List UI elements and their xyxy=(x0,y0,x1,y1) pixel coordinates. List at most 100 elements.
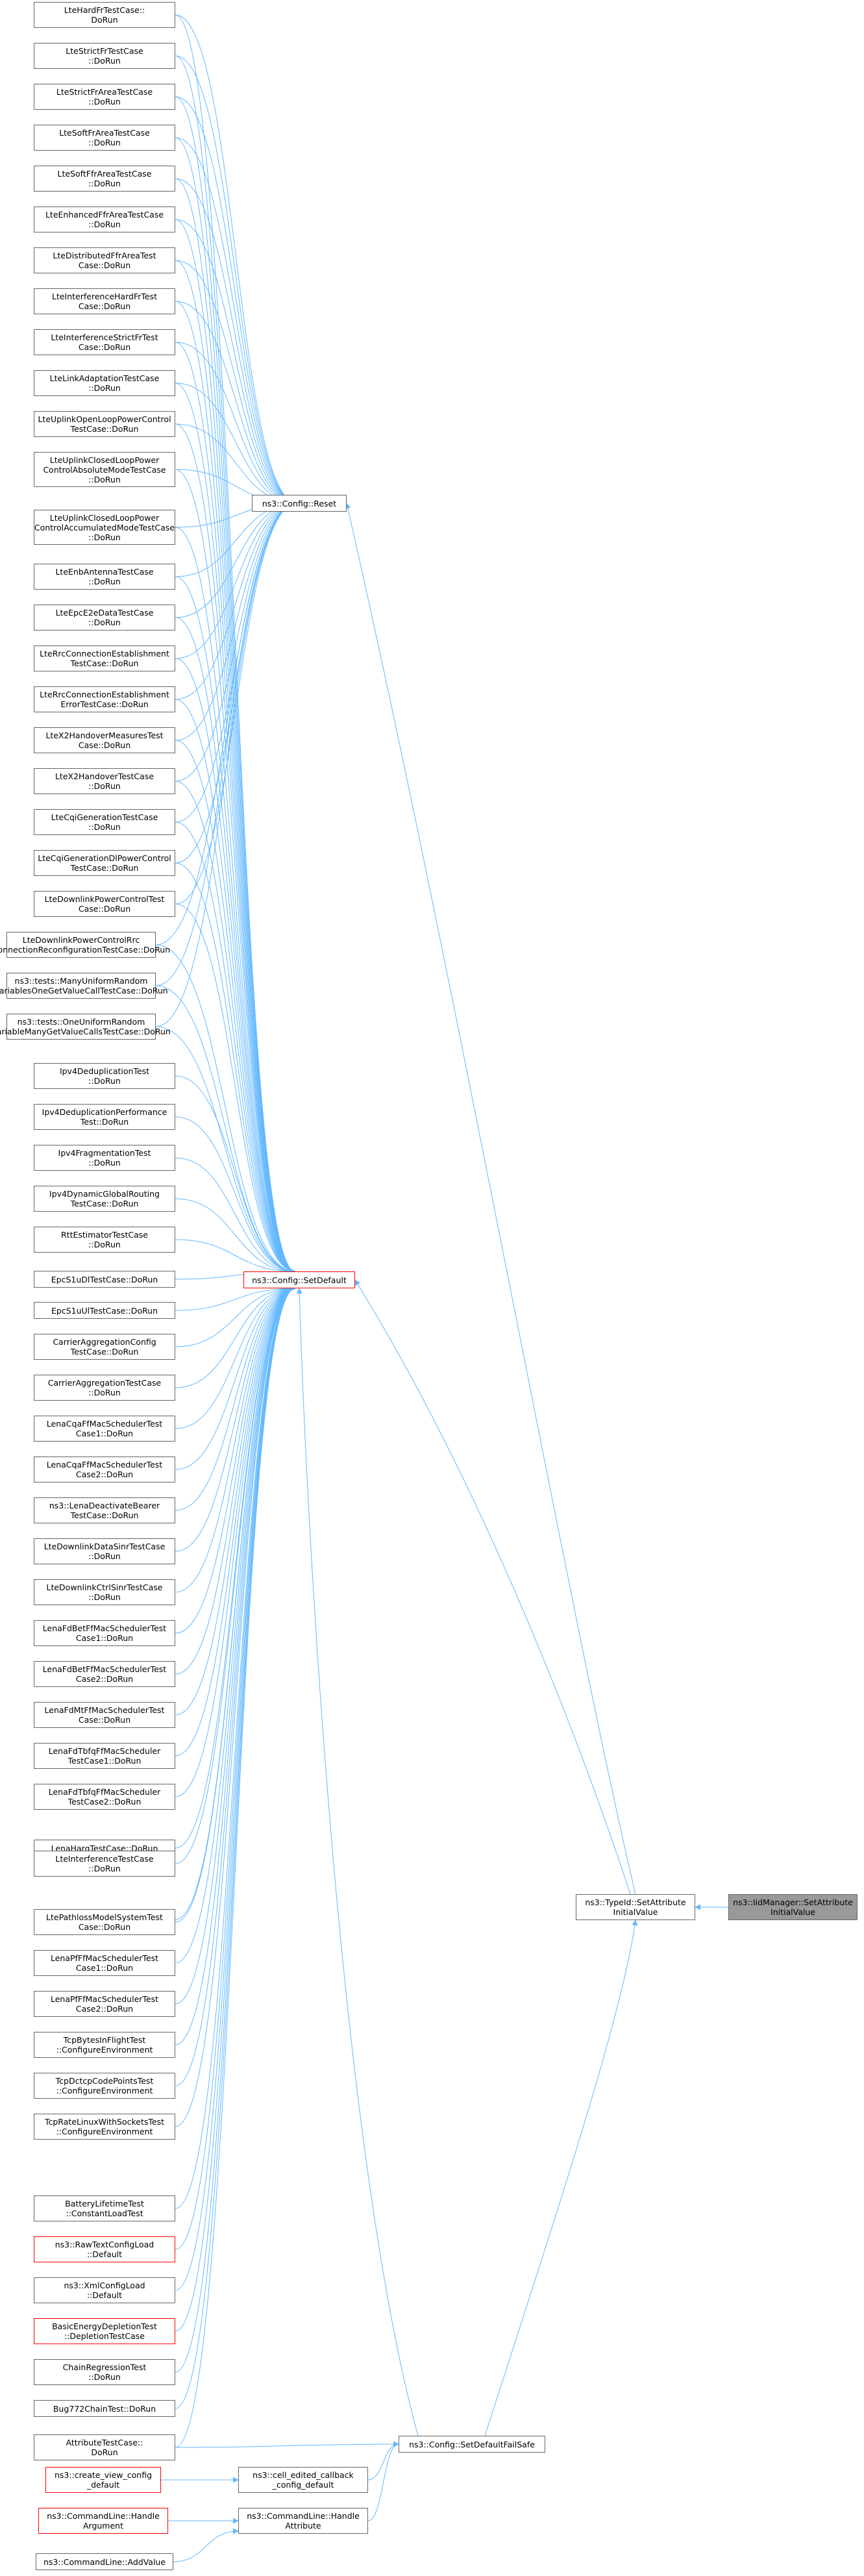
graph-node-s28[interactable]: TcpRateLinuxWithSocketsTest::ConfigureEn… xyxy=(34,2114,175,2140)
graph-node-s13[interactable]: LteDownlinkDataSinrTestCase::DoRun xyxy=(34,1538,175,1564)
graph-node-s34[interactable]: Bug772ChainTest::DoRun xyxy=(34,2400,175,2417)
graph-node-s3[interactable]: Ipv4FragmentationTest::DoRun xyxy=(34,1145,175,1171)
graph-node-label: ns3::cell_edited_callback xyxy=(253,2470,354,2480)
graph-node-r13[interactable]: LteUplinkClosedLoopPower ControlAccumulat… xyxy=(34,510,175,545)
graph-node-s1[interactable]: Ipv4DeduplicationTest::DoRun xyxy=(34,1063,175,1089)
graph-node-s21[interactable]: LteInterferenceTestCase::DoRun xyxy=(34,1851,175,1877)
graph-node-label: LteX2HandoverMeasuresTest xyxy=(45,731,164,740)
graph-node-clhandlearg[interactable]: ns3::CommandLine::Handle Argument xyxy=(38,2508,168,2534)
graph-node-r2[interactable]: LteStrictFrTestCase::DoRun xyxy=(34,43,175,69)
graph-node-r9[interactable]: LteInterferenceStrictFrTest Case::DoRun xyxy=(34,329,175,355)
graph-node-s15[interactable]: LenaFdBetFfMacSchedulerTest Case1::DoRun xyxy=(34,1620,175,1646)
graph-node-r11[interactable]: LteUplinkOpenLoopPowerControl TestCase::D… xyxy=(34,411,175,437)
graph-node-r20[interactable]: LteCqiGenerationTestCase::DoRun xyxy=(34,809,175,835)
graph-node-label: LenaPfFfMacSchedulerTest xyxy=(50,1953,159,1963)
graph-node-r22[interactable]: LteDownlinkPowerControlTest Case::DoRun xyxy=(34,891,175,917)
edge-s31-to-setdefault xyxy=(175,1285,296,2291)
graph-node-r3[interactable]: LteStrictFrAreaTestCase::DoRun xyxy=(34,84,175,110)
graph-node-s14[interactable]: LteDownlinkCtrlSinrTestCase::DoRun xyxy=(34,1579,175,1605)
graph-node-s17[interactable]: LenaFdMtFfMacSchedulerTest Case::DoRun xyxy=(34,1702,175,1728)
graph-node-label: TcpDctcpCodePointsTest xyxy=(55,2076,154,2086)
graph-node-s27[interactable]: TcpDctcpCodePointsTest::ConfigureEnviron… xyxy=(34,2073,175,2099)
graph-node-clhandleattr[interactable]: ns3::CommandLine::Handle Attribute xyxy=(238,2508,368,2534)
graph-node-s30[interactable]: ns3::RawTextConfigLoad::Default xyxy=(34,2236,175,2262)
graph-node-r25[interactable]: ns3::tests::OneUniformRandom VariableMany… xyxy=(0,1014,171,1040)
graph-node-setdefault[interactable]: ns3::Config::SetDefault xyxy=(243,1271,355,1288)
graph-node-claddvalue[interactable]: ns3::CommandLine::AddValue xyxy=(36,2553,173,2570)
graph-node-iidmanager: ns3::IidManager::SetAttribute InitialValu… xyxy=(728,1894,858,1920)
graph-node-label: ConnectionReconfigurationTestCase::DoRun xyxy=(0,945,171,955)
graph-node-s4[interactable]: Ipv4DynamicGlobalRouting TestCase::DoRun xyxy=(34,1186,175,1212)
graph-node-s8[interactable]: CarrierAggregationConfig TestCase::DoRun xyxy=(34,1334,175,1360)
edge-typeid-to-setdefault xyxy=(354,1279,631,1895)
graph-node-s2[interactable]: Ipv4DeduplicationPerformance Test::DoRun xyxy=(34,1104,175,1130)
graph-node-r19[interactable]: LteX2HandoverTestCase::DoRun xyxy=(34,768,175,794)
graph-node-r21[interactable]: LteCqiGenerationDlPowerControl TestCase::… xyxy=(34,850,175,876)
edge-r9-to-setdefault xyxy=(175,342,296,1275)
edge-s33-to-setdefault xyxy=(175,1285,296,2373)
graph-node-s23[interactable]: LtePathlossModelSystemTest Case::DoRun xyxy=(34,1909,175,1935)
graph-node-label: LteRrcConnectionEstablishment xyxy=(40,649,169,658)
edge-r1-to-reset xyxy=(175,14,298,506)
graph-node-s9[interactable]: CarrierAggregationTestCase::DoRun xyxy=(34,1375,175,1401)
graph-node-label: LteEnhancedFfrAreaTestCase xyxy=(45,210,164,219)
graph-node-s19[interactable]: LenaFdTbfqFfMacScheduler TestCase2::DoRun xyxy=(34,1784,175,1810)
graph-node-label: LteHardFrTestCase:: xyxy=(64,5,145,15)
graph-node-label: ns3::CommandLine::AddValue xyxy=(43,2557,166,2567)
graph-node-r18[interactable]: LteX2HandoverMeasuresTest Case::DoRun xyxy=(34,727,175,753)
graph-node-s29[interactable]: BatteryLifetimeTest::ConstantLoadTest xyxy=(34,2195,175,2221)
graph-node-r8[interactable]: LteInterferenceHardFrTest Case::DoRun xyxy=(34,288,175,314)
graph-node-s7[interactable]: EpcS1uUlTestCase::DoRun xyxy=(34,1302,175,1319)
graph-node-reset[interactable]: ns3::Config::Reset xyxy=(252,495,347,512)
edge-r6-to-reset xyxy=(175,219,298,506)
edge-r19-to-reset xyxy=(175,500,298,782)
graph-node-r12[interactable]: LteUplinkClosedLoopPower ControlAbsoluteM… xyxy=(34,452,175,487)
graph-node-label: ::DoRun xyxy=(88,618,121,627)
graph-node-r5[interactable]: LteSoftFfrAreaTestCase::DoRun xyxy=(34,166,175,192)
graph-node-r10[interactable]: LteLinkAdaptationTestCase::DoRun xyxy=(34,370,175,396)
graph-node-s18[interactable]: LenaFdTbfqFfMacScheduler TestCase1::DoRun xyxy=(34,1743,175,1769)
graph-node-r23[interactable]: LteDownlinkPowerControlRrc ConnectionReco… xyxy=(0,932,170,958)
graph-node-r16[interactable]: LteRrcConnectionEstablishment TestCase::D… xyxy=(34,645,175,671)
graph-node-setattrinit[interactable]: ns3::TypeId::SetAttribute InitialValue xyxy=(576,1894,695,1920)
graph-node-label: ::DoRun xyxy=(88,1864,121,1873)
graph-node-setdefaultfailsafe[interactable]: ns3::Config::SetDefaultFailSafe xyxy=(399,2436,545,2453)
graph-node-s26[interactable]: TcpBytesInFlightTest::ConfigureEnvironme… xyxy=(34,2032,175,2058)
graph-node-label: _default xyxy=(86,2480,120,2490)
graph-node-r24[interactable]: ns3::tests::ManyUniformRandom VariablesOn… xyxy=(0,973,168,999)
graph-node-label: InitialValue xyxy=(613,1907,658,1917)
graph-node-s11[interactable]: LenaCqaFfMacSchedulerTest Case2::DoRun xyxy=(34,1457,175,1482)
graph-node-s25[interactable]: LenaPfFfMacSchedulerTest Case2::DoRun xyxy=(34,1991,175,2017)
graph-node-s32[interactable]: BasicEnergyDepletionTest::DepletionTestC… xyxy=(34,2318,175,2344)
graph-node-label: Case2::DoRun xyxy=(75,2004,134,2014)
graph-node-r14[interactable]: LteEnbAntennaTestCase::DoRun xyxy=(34,564,175,590)
graph-node-label: LteLinkAdaptationTestCase xyxy=(49,373,160,383)
graph-node-s35[interactable]: AttributeTestCase:: DoRun xyxy=(34,2434,175,2460)
graph-node-r17[interactable]: LteRrcConnectionEstablishment ErrorTestCa… xyxy=(34,686,175,712)
graph-node-label: LteInterferenceStrictFrTest xyxy=(51,332,158,342)
graph-node-s24[interactable]: LenaPfFfMacSchedulerTest Case1::DoRun xyxy=(34,1950,175,1976)
graph-node-createview[interactable]: ns3::create_view_config _default xyxy=(45,2467,161,2493)
graph-node-s31[interactable]: ns3::XmlConfigLoad::Default xyxy=(34,2277,175,2303)
graph-node-label: ::DoRun xyxy=(88,179,121,188)
graph-node-label: LteUplinkClosedLoopPower xyxy=(49,455,160,465)
graph-node-r15[interactable]: LteEpcE2eDataTestCase::DoRun xyxy=(34,605,175,631)
edge-s17-to-setdefault xyxy=(175,1285,296,1716)
graph-node-s6[interactable]: EpcS1uDlTestCase::DoRun xyxy=(34,1271,175,1288)
graph-node-label: Case::DoRun xyxy=(78,740,131,750)
graph-node-r1[interactable]: LteHardFrTestCase:: DoRun xyxy=(34,2,175,28)
graph-node-s33[interactable]: ChainRegressionTest::DoRun xyxy=(34,2359,175,2385)
graph-node-r4[interactable]: LteSoftFrAreaTestCase::DoRun xyxy=(34,125,175,151)
graph-node-label: LtePathlossModelSystemTest xyxy=(46,1912,163,1922)
edge-failsafe-to-setdefault xyxy=(296,1288,419,2436)
graph-node-s5[interactable]: RttEstimatorTestCase::DoRun xyxy=(34,1227,175,1253)
graph-node-label: LteInterferenceTestCase xyxy=(55,1854,154,1864)
graph-node-s10[interactable]: LenaCqaFfMacSchedulerTest Case1::DoRun xyxy=(34,1416,175,1442)
graph-node-s12[interactable]: ns3::LenaDeactivateBearer TestCase::DoRun xyxy=(34,1497,175,1523)
graph-node-celledited[interactable]: ns3::cell_edited_callback _config_default xyxy=(238,2467,368,2493)
graph-node-r6[interactable]: LteEnhancedFfrAreaTestCase::DoRun xyxy=(34,206,175,232)
edge-r17-to-reset xyxy=(175,500,298,700)
graph-node-label: Attribute xyxy=(285,2521,321,2531)
graph-node-r7[interactable]: LteDistributedFfrAreaTest Case::DoRun xyxy=(34,247,175,273)
graph-node-s16[interactable]: LenaFdBetFfMacSchedulerTest Case2::DoRun xyxy=(34,1661,175,1687)
